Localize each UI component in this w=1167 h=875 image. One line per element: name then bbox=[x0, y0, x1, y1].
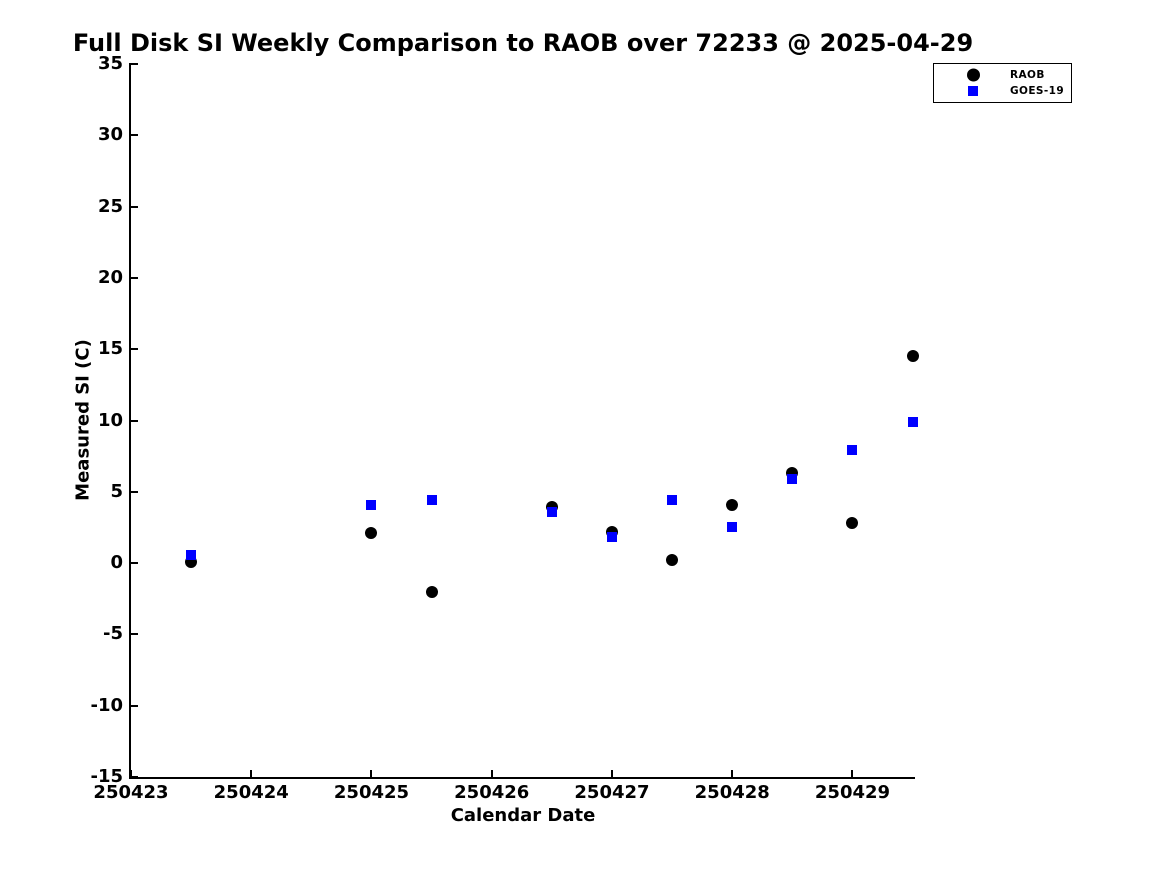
x-axis-line bbox=[129, 777, 915, 779]
point-goes-19 bbox=[847, 445, 858, 456]
y-tick bbox=[131, 276, 138, 279]
y-tick bbox=[131, 776, 138, 778]
y-tick bbox=[131, 63, 138, 65]
x-tick-label: 250427 bbox=[574, 782, 650, 803]
x-tick-label: 250426 bbox=[454, 782, 530, 803]
y-tick-label: 5 bbox=[110, 480, 123, 502]
y-tick-label: 25 bbox=[97, 195, 123, 217]
y-tick-label: -5 bbox=[103, 623, 123, 645]
point-goes-19 bbox=[787, 473, 798, 484]
x-tick-label: 250425 bbox=[333, 782, 410, 803]
x-tick-label: 250428 bbox=[694, 782, 770, 803]
y-tick-label: 35 bbox=[97, 53, 123, 74]
x-tick bbox=[370, 770, 373, 777]
y-tick-label: -15 bbox=[90, 766, 123, 787]
legend-entry-goes-19: GOES-19 bbox=[934, 83, 1071, 98]
y-tick-label: 20 bbox=[97, 266, 123, 288]
y-tick bbox=[131, 134, 138, 137]
point-goes-19 bbox=[366, 499, 377, 510]
point-raob bbox=[726, 498, 739, 511]
raob-marker-icon bbox=[967, 68, 980, 82]
y-tick-label: -10 bbox=[90, 694, 123, 716]
x-tick bbox=[731, 770, 734, 777]
x-tick bbox=[130, 770, 132, 777]
y-tick bbox=[131, 205, 138, 208]
point-raob bbox=[666, 554, 679, 567]
point-raob bbox=[425, 585, 438, 598]
x-axis-title: Calendar Date bbox=[450, 805, 596, 826]
y-tick bbox=[131, 562, 138, 565]
y-tick-label: 15 bbox=[97, 338, 123, 360]
y-tick-label: 0 bbox=[110, 552, 123, 574]
point-goes-19 bbox=[426, 495, 437, 506]
y-tick bbox=[131, 490, 138, 493]
point-raob bbox=[846, 517, 859, 530]
legend-entry-raob: RAOB bbox=[934, 68, 1071, 83]
y-tick-label: 30 bbox=[97, 124, 123, 146]
legend: RAOB GOES-19 bbox=[933, 63, 1072, 103]
y-tick bbox=[131, 348, 138, 351]
legend-label-raob: RAOB bbox=[1010, 69, 1045, 82]
legend-label-goes-19: GOES-19 bbox=[1010, 84, 1065, 97]
point-goes-19 bbox=[727, 522, 738, 533]
x-tick-label: 250423 bbox=[93, 782, 169, 803]
y-axis-line bbox=[129, 63, 131, 779]
chart-title: Full Disk SI Weekly Comparison to RAOB o… bbox=[72, 29, 974, 57]
y-tick bbox=[131, 633, 138, 636]
x-tick-label: 250429 bbox=[814, 782, 891, 803]
point-goes-19 bbox=[667, 495, 678, 506]
x-tick-label: 250424 bbox=[213, 782, 289, 803]
point-goes-19 bbox=[546, 506, 557, 517]
x-tick bbox=[250, 770, 253, 777]
point-goes-19 bbox=[186, 549, 197, 560]
x-tick bbox=[490, 770, 493, 777]
y-tick bbox=[131, 704, 138, 707]
y-tick-label: 10 bbox=[97, 409, 123, 431]
point-raob bbox=[365, 527, 378, 540]
point-goes-19 bbox=[606, 532, 617, 543]
point-raob bbox=[906, 350, 919, 363]
point-goes-19 bbox=[907, 416, 918, 427]
y-tick bbox=[131, 419, 138, 422]
goes-19-marker-icon bbox=[968, 85, 978, 96]
x-tick bbox=[610, 770, 613, 777]
x-tick bbox=[851, 770, 854, 777]
